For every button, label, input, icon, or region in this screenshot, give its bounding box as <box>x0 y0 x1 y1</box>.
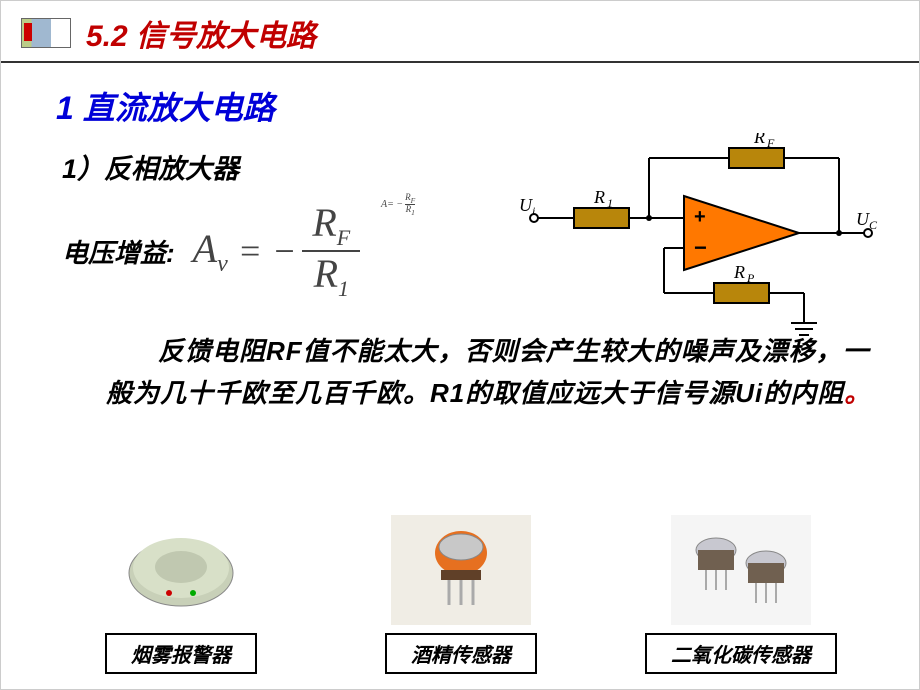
label-rp: R <box>733 262 745 282</box>
formula: Av = − RF R1 A = − RF R1 <box>193 201 361 301</box>
section-title: 1 直流放大电路 <box>56 83 879 129</box>
sensor-co2-img <box>671 515 811 625</box>
opamp-minus: − <box>694 235 707 260</box>
sensors-row: 烟雾报警器 酒精传感器 <box>1 515 920 674</box>
body-text: 反馈电阻RF值不能太大，否则会产生较大的噪声及漂移，一般为几十千欧至几百千欧。R… <box>106 331 879 414</box>
sensor-smoke: 烟雾报警器 <box>81 515 281 674</box>
sensor-co2: 二氧化碳传感器 <box>641 515 841 674</box>
label-rp-sub: P <box>746 271 755 285</box>
label-r1-sub: 1 <box>607 196 613 210</box>
formula-numerator: RF <box>302 201 360 250</box>
label-ui: U <box>519 195 533 215</box>
node-junction <box>646 215 652 221</box>
label-rf-sub: F <box>766 136 775 150</box>
header-title: 5.2 信号放大电路 <box>86 11 316 55</box>
resistor-r1 <box>574 208 629 228</box>
label-uc-sub: C <box>869 218 878 232</box>
formula-tiny: A = − RF R1 <box>381 193 415 217</box>
sensor-label: 酒精传感器 <box>385 633 537 674</box>
formula-label: 电压增益: <box>62 233 175 270</box>
node-junction <box>836 230 842 236</box>
sensor-label: 烟雾报警器 <box>105 633 257 674</box>
sensor-alcohol-img <box>391 515 531 625</box>
slide-page: 5.2 信号放大电路 1 直流放大电路 1）反相放大器 电压增益: Av = −… <box>0 0 920 690</box>
header: 5.2 信号放大电路 <box>1 1 919 63</box>
header-icon <box>21 18 71 48</box>
resistor-rp <box>714 283 769 303</box>
label-r1: R <box>593 187 605 207</box>
sensor-smoke-img <box>111 515 251 625</box>
sensor-label: 二氧化碳传感器 <box>645 633 837 674</box>
opamp-plus: + <box>694 206 706 228</box>
circuit-diagram: R F U i R 1 + − U C <box>519 133 879 343</box>
formula-equals: = <box>238 230 262 272</box>
resistor-rf <box>729 148 784 168</box>
sensor-alcohol: 酒精传感器 <box>361 515 561 674</box>
formula-fraction: RF R1 <box>302 201 360 301</box>
formula-denominator: R1 <box>304 252 359 301</box>
label-rf: R <box>753 133 765 147</box>
label-ui-sub: i <box>532 204 535 218</box>
formula-lhs: Av <box>193 225 228 278</box>
label-uc: U <box>856 209 870 229</box>
formula-minus: − <box>272 230 296 272</box>
content: 1 直流放大电路 1）反相放大器 电压增益: Av = − RF R1 A = … <box>1 63 919 415</box>
